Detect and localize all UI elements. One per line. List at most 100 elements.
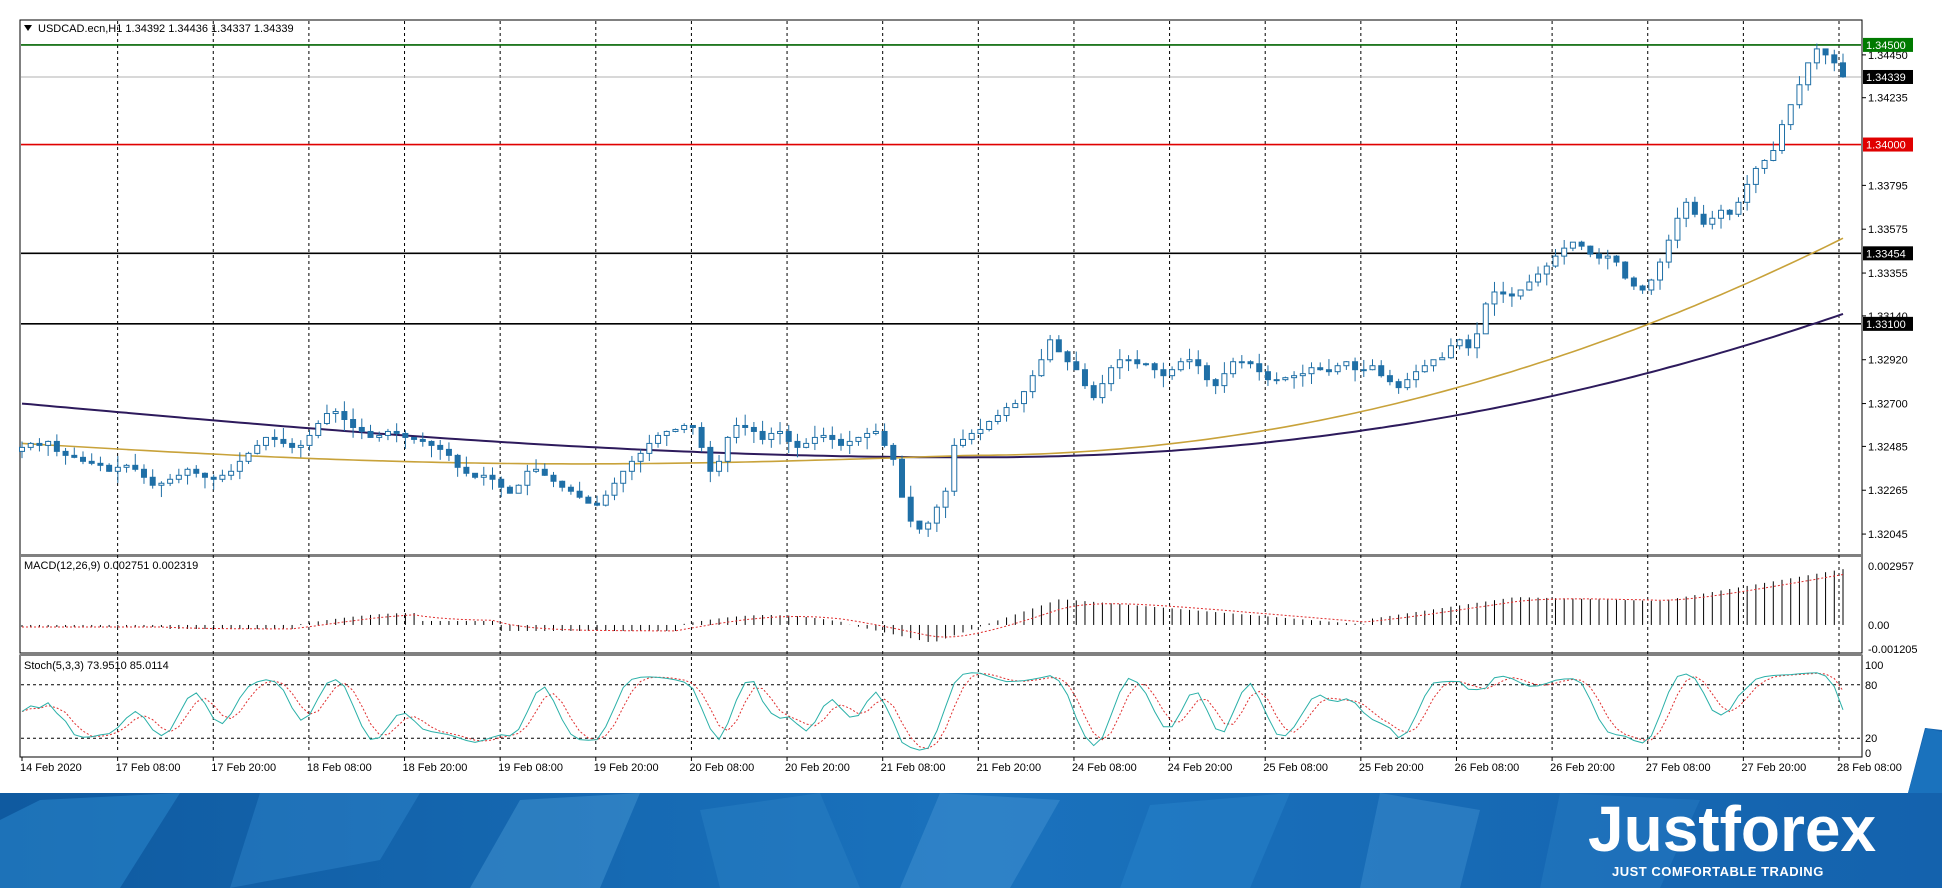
candle-body (1029, 375, 1036, 393)
candle-body (1378, 365, 1385, 377)
price-axis-tick-label: 1.34450 (1868, 50, 1908, 62)
candle-body (193, 468, 200, 474)
candle-body (933, 506, 940, 524)
moving-average-fast-line (21, 237, 1844, 465)
candle-body (1325, 369, 1332, 373)
candle-body (1517, 289, 1524, 297)
candle-body (559, 480, 566, 488)
candle-body (1578, 241, 1585, 247)
banner-background (0, 728, 1942, 888)
candle-body (916, 520, 923, 530)
candle-body (158, 482, 165, 486)
candle-body (498, 478, 505, 488)
time-axis-tick-label: 19 Feb 20:00 (594, 762, 659, 774)
candle-body (1508, 293, 1515, 297)
candle-body (341, 411, 348, 421)
candle-body (332, 411, 339, 415)
candle-body (994, 415, 1001, 422)
candle-body (175, 474, 182, 480)
candle-body (88, 460, 95, 464)
candle-body (1552, 255, 1559, 267)
candle-body (1081, 369, 1088, 387)
candle-body (620, 470, 627, 484)
time-axis-tick-label: 24 Feb 08:00 (1072, 762, 1137, 774)
stoch-axis-tick-label: 100 (1865, 660, 1883, 672)
candle-body (1020, 391, 1027, 405)
candle-body (315, 422, 322, 436)
time-axis-tick-label: 18 Feb 08:00 (307, 762, 372, 774)
candle-body (1134, 359, 1141, 365)
candle-body (1195, 359, 1202, 367)
candle-body (698, 426, 705, 448)
stoch-axis-tick-label: 80 (1865, 680, 1877, 692)
price-axis-tick-label: 1.34235 (1868, 93, 1908, 105)
candle-body (681, 424, 688, 430)
candle-body (1691, 201, 1698, 215)
price-axis-tick-label: 1.32920 (1868, 355, 1908, 367)
banner-corner-shape (1908, 728, 1942, 793)
candle-body (472, 472, 479, 478)
candle-body (323, 413, 330, 424)
candle-body (19, 446, 25, 452)
candle-body (1569, 241, 1576, 249)
candle-body (393, 430, 400, 434)
candle-body (1221, 373, 1228, 387)
stoch-signal-line (21, 672, 1844, 750)
candle-body (707, 446, 714, 472)
candle-body (1369, 365, 1376, 371)
banner-shape (230, 793, 420, 888)
candle-body (1291, 375, 1298, 379)
candle-body (1604, 255, 1611, 259)
candle-body (1474, 333, 1481, 349)
macd-pane-frame (19, 555, 1863, 654)
candle-body (1613, 255, 1620, 263)
candle-body (550, 474, 557, 482)
candle-body (236, 460, 243, 472)
level-price-tag-label: 1.33454 (1866, 248, 1906, 260)
time-axis-tick-label: 27 Feb 20:00 (1741, 762, 1806, 774)
candle-body (114, 466, 121, 472)
candle-body (376, 434, 383, 438)
candle-body (62, 450, 69, 456)
candle-body (437, 444, 444, 450)
time-axis-tick-label: 21 Feb 20:00 (976, 762, 1041, 774)
time-axis-tick-label: 25 Feb 08:00 (1263, 762, 1328, 774)
candle-body (402, 432, 409, 438)
candle-body (1674, 217, 1681, 241)
time-axis-tick-label: 17 Feb 08:00 (116, 762, 181, 774)
stoch-axis-tick-label: 20 (1865, 733, 1877, 745)
candle-body (759, 430, 766, 440)
candle-body (1055, 339, 1062, 353)
candle-body (576, 490, 583, 498)
collapse-triangle-icon[interactable] (24, 25, 32, 31)
candle-body (228, 470, 235, 476)
chart-header-title: USDCAD.ecn,H1 1.34392 1.34436 1.34337 1.… (38, 23, 294, 35)
candle-body (1596, 253, 1603, 259)
candle-body (777, 430, 784, 434)
candle-body (297, 444, 304, 448)
candle-body (1630, 277, 1637, 287)
candle-body (907, 496, 914, 522)
candle-body (1648, 279, 1655, 291)
candle-body (1317, 367, 1324, 371)
stoch-main-line (21, 672, 1844, 751)
candle-body (1779, 124, 1786, 152)
price-axis-tick-label: 1.33575 (1868, 224, 1908, 236)
candle-body (890, 444, 897, 460)
level-price-tag-label: 1.34500 (1866, 40, 1906, 52)
candle-body (602, 494, 609, 506)
macd-axis-tick-label: 0.00 (1868, 620, 1889, 632)
candle-body (1761, 159, 1768, 169)
candle-body (838, 438, 845, 446)
candle-body (262, 436, 269, 446)
candle-body (794, 440, 801, 448)
candle-body (594, 502, 601, 506)
level-price-tag (1863, 69, 1913, 84)
price-axis-tick-label: 1.33795 (1868, 180, 1908, 192)
macd-label: MACD(12,26,9) 0.002751 0.002319 (24, 560, 198, 572)
banner-shape (0, 793, 180, 888)
banner-shape (700, 793, 860, 888)
banner-shape (1540, 793, 1700, 888)
candle-body (280, 438, 287, 444)
